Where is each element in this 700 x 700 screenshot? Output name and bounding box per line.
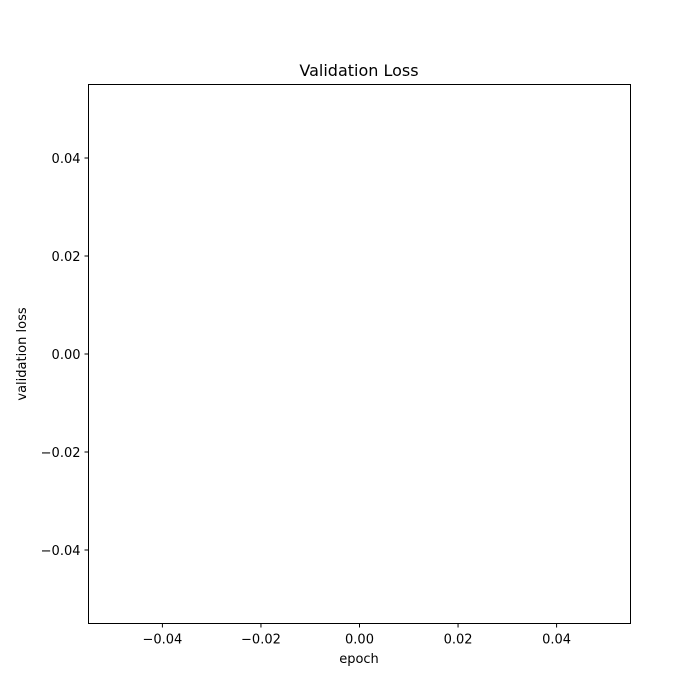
y-tick-label: −0.02 (41, 446, 81, 461)
y-tick-label: 0.00 (52, 348, 81, 363)
y-axis-label: validation loss (15, 307, 30, 400)
x-tick-label: −0.04 (142, 633, 182, 648)
y-tick-label: 0.04 (52, 152, 81, 167)
x-tick-label: 0.04 (542, 633, 571, 648)
y-axis-ticks: −0.04 −0.02 0.00 0.02 0.04 (41, 152, 89, 559)
x-tick-label: −0.02 (241, 633, 281, 648)
y-tick-label: 0.02 (52, 250, 81, 265)
chart-title: Validation Loss (299, 61, 418, 80)
y-tick-label: −0.04 (41, 544, 81, 559)
x-axis-label: epoch (339, 652, 379, 667)
x-axis-ticks: −0.04 −0.02 0.00 0.02 0.04 (142, 623, 571, 648)
x-tick-label: 0.02 (444, 633, 473, 648)
x-tick-label: 0.00 (345, 633, 374, 648)
